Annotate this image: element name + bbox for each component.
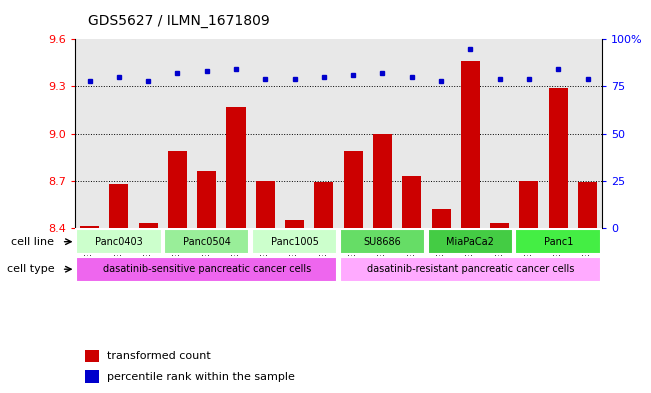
Bar [340,230,425,254]
Bar [461,61,480,228]
Bar [252,230,337,254]
Text: SU8686: SU8686 [364,237,401,247]
Text: Panc1005: Panc1005 [271,237,318,247]
Bar [164,230,249,254]
Bar [549,88,568,228]
Bar [197,171,216,228]
Bar [428,230,513,254]
Bar [516,230,601,254]
Bar [344,151,363,228]
Text: Panc0504: Panc0504 [183,237,230,247]
Text: dasatinib-sensitive pancreatic cancer cells: dasatinib-sensitive pancreatic cancer ce… [103,264,311,274]
Bar [432,209,450,228]
Bar [373,134,392,228]
Text: cell line: cell line [11,237,55,247]
Text: Panc1: Panc1 [544,237,573,247]
Bar [168,151,187,228]
Text: cell type: cell type [7,264,55,274]
Bar [314,182,333,228]
Text: MiaPaCa2: MiaPaCa2 [447,237,494,247]
Text: percentile rank within the sample: percentile rank within the sample [107,371,294,382]
Bar [139,223,158,228]
Text: dasatinib-resistant pancreatic cancer cells: dasatinib-resistant pancreatic cancer ce… [367,264,574,274]
Text: GDS5627 / ILMN_1671809: GDS5627 / ILMN_1671809 [88,13,270,28]
Bar [109,184,128,228]
Text: transformed count: transformed count [107,351,210,361]
Bar [85,350,98,362]
Bar [519,181,538,228]
Bar [80,226,99,228]
Bar [85,371,98,383]
Bar [76,230,161,254]
Bar [490,223,509,228]
Bar [578,182,597,228]
Bar [340,257,601,281]
Text: Panc0403: Panc0403 [95,237,143,247]
Bar [76,257,337,281]
Bar [402,176,421,228]
Bar [227,107,245,228]
Bar [285,220,304,228]
Bar [256,181,275,228]
